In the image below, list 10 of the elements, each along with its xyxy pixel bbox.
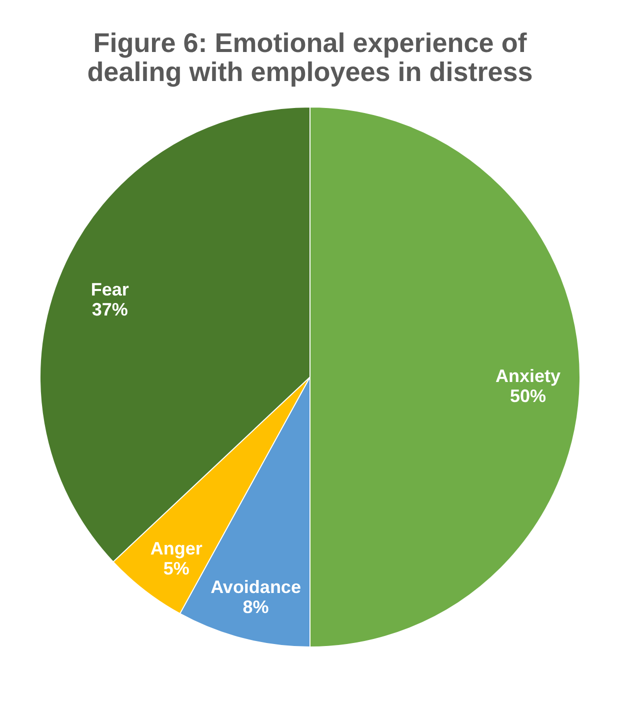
text: Figure 6: Emotional experience of (93, 28, 527, 58)
data-label: 5% (163, 558, 190, 578)
slice-label: Fear (90, 279, 129, 300)
data-label: 37% (92, 299, 128, 320)
slice-label: Anger (150, 538, 202, 558)
slice-label: Avoidance (210, 577, 301, 598)
slice-label: Anxiety (495, 366, 561, 386)
data-label: 8% (242, 597, 269, 618)
text: dealing with employees in distress (87, 57, 533, 87)
data-label: 50% (510, 386, 546, 406)
